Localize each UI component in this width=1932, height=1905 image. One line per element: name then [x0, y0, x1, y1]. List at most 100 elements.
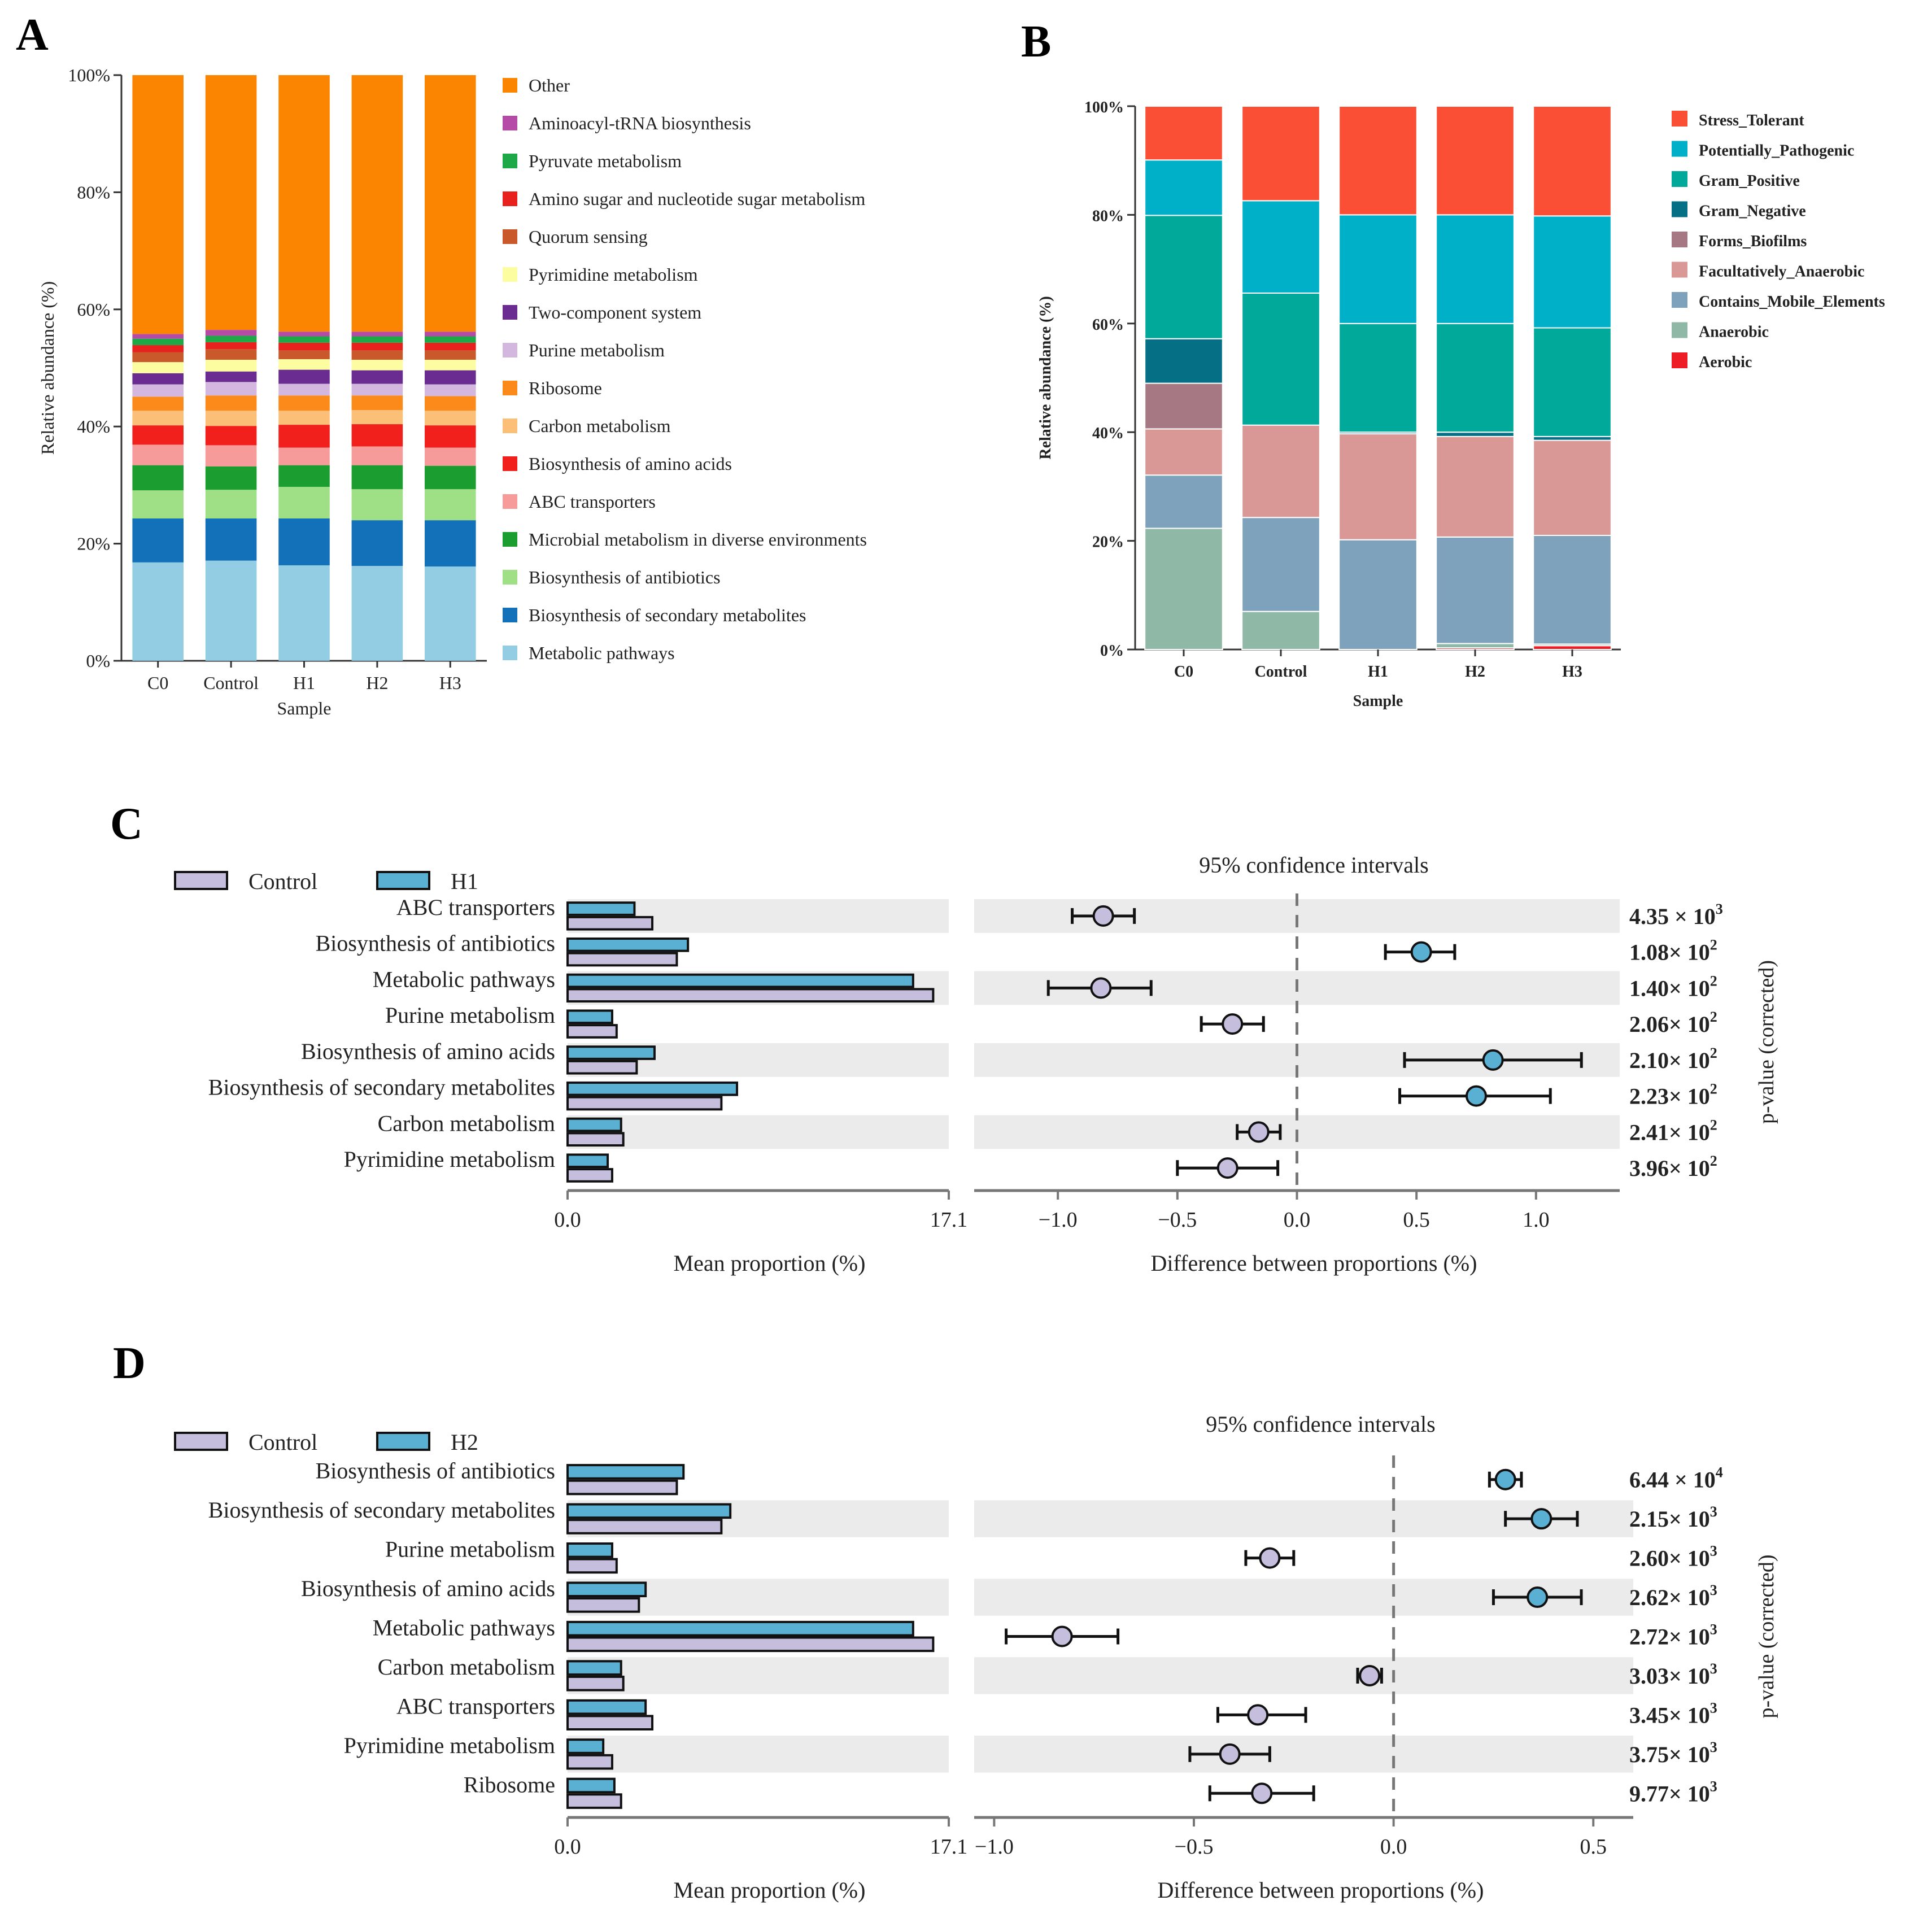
bar-segment-purine-metabolism-c0	[132, 384, 184, 397]
y-tick-label: 60%	[77, 299, 110, 320]
diff-point-carbon-metabolism	[1359, 1664, 1381, 1686]
row-shade-right	[974, 1736, 1633, 1773]
bar-segment-facultatively-anaerobic-h1	[1338, 433, 1418, 540]
bar-segment-microbial-metabolism-in-diverse-environments-control	[205, 466, 257, 490]
row-shade-right	[974, 1657, 1633, 1694]
legend-swatch-h1	[376, 871, 430, 890]
bar-segment-potentially-pathogenic-h1	[1338, 214, 1418, 324]
p-value-biosynthesis-of-amino-acids: 2.62× 103	[1629, 1582, 1717, 1610]
mean-bar-control-biosynthesis-of-amino-acids	[566, 1597, 640, 1613]
bar-segment-ribosome-h2	[351, 395, 403, 411]
p-value-exponent: 3	[1710, 1739, 1717, 1755]
legend-swatch-metabolic-pathways	[503, 646, 517, 660]
mean-bar-control-metabolic-pathways	[566, 988, 935, 1003]
legend-label-aminoacyl-trna-biosynthesis: Aminoacyl-tRNA biosynthesis	[529, 113, 751, 133]
bar-segment-microbial-metabolism-in-diverse-environments-h1	[278, 465, 330, 487]
bar-segment-facultatively-anaerobic-h2	[1436, 435, 1515, 538]
legend-swatch-quorum-sensing	[503, 229, 517, 244]
p-value-base: 1.08× 10	[1629, 940, 1710, 965]
p-value-base: 2.10× 10	[1629, 1048, 1710, 1073]
p-value-carbon-metabolism: 2.41× 102	[1629, 1117, 1717, 1145]
p-value-exponent: 2	[1710, 973, 1717, 989]
legend-swatch-potentially-pathogenic	[1672, 141, 1687, 157]
bar-segment-carbon-metabolism-h3	[425, 411, 476, 426]
p-value-exponent: 2	[1710, 937, 1717, 953]
mean-bar-control-purine-metabolism	[566, 1558, 618, 1574]
bar-segment-quorum-sensing-h1	[278, 350, 330, 359]
legend-label-microbial-metabolism-in-diverse-environments: Microbial metabolism in diverse environm…	[529, 529, 867, 550]
p-value-biosynthesis-of-secondary-metabolites: 2.23× 102	[1629, 1081, 1717, 1109]
legend-label-anaerobic: Anaerobic	[1699, 324, 1769, 341]
bar-segment-purine-metabolism-control	[205, 382, 257, 396]
mean-bar-control-purine-metabolism	[566, 1024, 618, 1039]
bar-segment-abc-transporters-h3	[425, 447, 476, 466]
diff-point-carbon-metabolism	[1248, 1121, 1270, 1143]
left-x-tick-label: 17.1	[930, 1835, 968, 1859]
bar-segment-metabolic-pathways-h3	[425, 566, 476, 661]
legend-label-pyruvate-metabolism: Pyruvate metabolism	[529, 151, 682, 171]
y-tick-label: 60%	[1092, 316, 1124, 334]
mean-bar-control-metabolic-pathways	[566, 1636, 935, 1653]
bar-segment-pyrimidine-metabolism-control	[205, 359, 257, 372]
category-label-metabolic-pathways: Metabolic pathways	[373, 1615, 555, 1641]
legend-swatch-pyrimidine-metabolism	[503, 267, 517, 282]
p-value-abc-transporters: 4.35 × 103	[1629, 901, 1723, 929]
p-value-base: 2.06× 10	[1629, 1012, 1710, 1037]
y-tick-label: 40%	[77, 416, 110, 437]
bar-segment-two-component-system-control	[205, 371, 257, 382]
mean-bar-control-ribosome	[566, 1793, 622, 1809]
p-value-exponent: 3	[1710, 1503, 1717, 1520]
right-x-tick-label: 0.5	[1403, 1208, 1430, 1232]
bar-segment-amino-sugar-and-nucleotide-sugar-metabolism-h2	[351, 342, 403, 351]
diff-point-biosynthesis-of-secondary-metabolites	[1466, 1085, 1487, 1107]
bar-segment-biosynthesis-of-secondary-metabolites-c0	[132, 518, 184, 563]
diff-point-metabolic-pathways	[1051, 1625, 1073, 1647]
diff-point-biosynthesis-of-amino-acids	[1482, 1049, 1504, 1071]
y-tick-label: 0%	[86, 651, 110, 671]
y-tick-label: 100%	[1084, 99, 1124, 116]
left-x-axis-title: Mean proportion (%)	[674, 1877, 866, 1903]
bar-segment-other-c0	[132, 75, 184, 334]
p-value-metabolic-pathways: 2.72× 103	[1629, 1621, 1717, 1650]
p-value-exponent: 2	[1710, 1045, 1717, 1061]
diff-point-biosynthesis-of-antibiotics	[1410, 941, 1432, 963]
bar-segment-metabolic-pathways-c0	[132, 562, 184, 661]
bar-segment-anaerobic-control	[1241, 611, 1320, 651]
legend-label-purine-metabolism: Purine metabolism	[529, 340, 665, 360]
p-value-base: 1.40× 10	[1629, 975, 1710, 1001]
p-value-axis-title: p-value (corrected)	[1755, 1554, 1778, 1718]
bar-segment-biosynthesis-of-amino-acids-h3	[425, 425, 476, 448]
bar-segment-biosynthesis-of-amino-acids-c0	[132, 425, 184, 445]
bar-segment-metabolic-pathways-control	[205, 560, 257, 661]
mean-bar-h2-purine-metabolism	[566, 1542, 613, 1558]
bar-segment-pyruvate-metabolism-control	[205, 335, 257, 342]
bar-segment-pyruvate-metabolism-h2	[351, 336, 403, 343]
bar-segment-pyrimidine-metabolism-h2	[351, 359, 403, 370]
bar-segment-ribosome-c0	[132, 396, 184, 411]
p-value-exponent: 2	[1710, 1153, 1717, 1169]
legend-label-amino-sugar-and-nucleotide-sugar-metabolism: Amino sugar and nucleotide sugar metabol…	[529, 189, 865, 209]
legend-label-control: Control	[248, 869, 317, 894]
bar-segment-pyrimidine-metabolism-h1	[278, 359, 330, 370]
legend-swatch-h2	[376, 1432, 430, 1451]
left-x-tick-label: 0.0	[554, 1835, 581, 1859]
bar-segment-anaerobic-c0	[1144, 528, 1223, 650]
diff-point-metabolic-pathways	[1090, 977, 1112, 999]
legend-label-pyrimidine-metabolism: Pyrimidine metabolism	[529, 264, 698, 285]
diff-point-ribosome	[1251, 1782, 1273, 1804]
legend-swatch-pyruvate-metabolism	[503, 154, 517, 168]
legend-swatch-gram-negative	[1672, 201, 1687, 217]
diff-point-purine-metabolism	[1222, 1013, 1244, 1035]
x-tick-label-c0: C0	[147, 673, 168, 693]
legend-swatch-contains-mobile-elements	[1672, 292, 1687, 308]
mean-bar-h1-abc-transporters	[566, 901, 636, 916]
left-x-tick-label: 17.1	[930, 1208, 968, 1232]
bar-segment-two-component-system-h3	[425, 370, 476, 385]
category-label-biosynthesis-of-secondary-metabolites: Biosynthesis of secondary metabolites	[208, 1497, 555, 1523]
right-x-tick-label: 0.5	[1580, 1835, 1607, 1859]
bar-segment-facultatively-anaerobic-control	[1241, 424, 1320, 518]
mean-bar-h1-pyrimidine-metabolism	[566, 1153, 609, 1169]
p-value-pyrimidine-metabolism: 3.75× 103	[1629, 1739, 1717, 1767]
p-value-base: 2.15× 10	[1629, 1506, 1710, 1532]
x-tick-label-h1: H1	[1368, 663, 1388, 681]
